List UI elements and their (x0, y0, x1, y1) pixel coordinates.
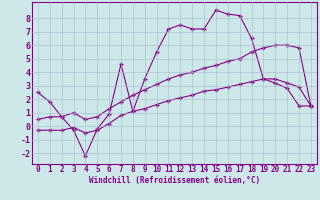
X-axis label: Windchill (Refroidissement éolien,°C): Windchill (Refroidissement éolien,°C) (89, 176, 260, 185)
